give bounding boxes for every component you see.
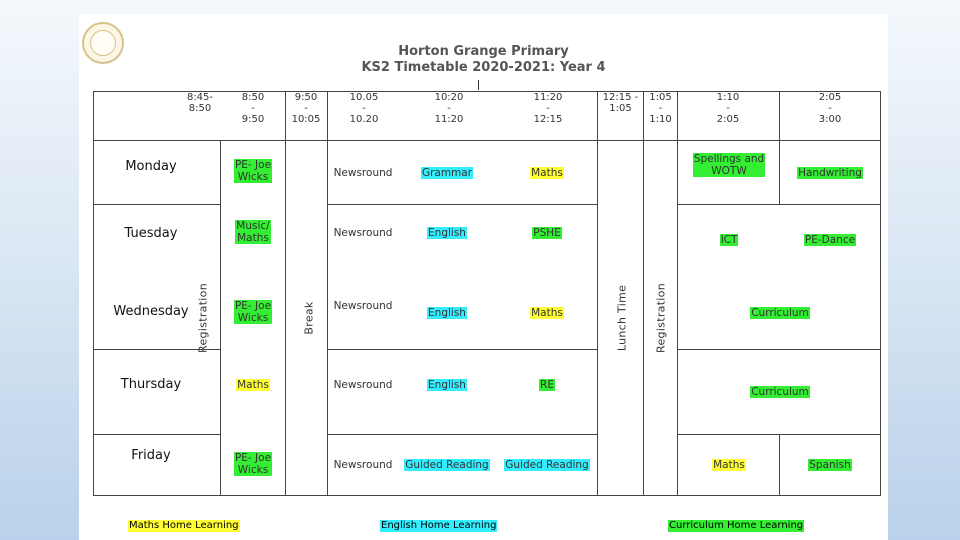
lesson-monday-pm2: Handwriting [797, 167, 863, 179]
lesson-friday-session2: Guided Reading [404, 459, 490, 471]
lesson-thursday-pm: Curriculum [750, 386, 810, 398]
lesson-tuesday-session2: English [427, 227, 467, 239]
time-slot-7: 12:15 - 1:05 [602, 92, 639, 114]
lesson-wednesday-pm: Curriculum [750, 307, 810, 319]
lesson-tuesday-session1: Music/ Maths [235, 220, 271, 244]
lesson-thursday-session1: Maths [236, 379, 270, 391]
lesson-tuesday-pm2: PE-Dance [803, 234, 857, 246]
legend-maths-home-learning: Maths Home Learning [128, 520, 240, 532]
day-monday: Monday [125, 159, 177, 174]
day-wednesday: Wednesday [113, 304, 189, 319]
time-slot-2: 8:50 - 9:50 [241, 92, 265, 125]
lesson-wednesday-newsround: Newsround [333, 300, 393, 312]
lesson-thursday-newsround: Newsround [333, 379, 393, 391]
time-slot-1: 8:45- 8:50 [186, 92, 214, 114]
legend-english-home-learning: English Home Learning [380, 520, 498, 532]
time-slot-4: 10.05 - 10.20 [349, 92, 379, 125]
timetable-slide: Horton Grange Primary KS2 Timetable 2020… [79, 14, 888, 540]
school-logo [82, 22, 124, 64]
title-tick-mark [478, 80, 479, 90]
lesson-friday-pm2: Spanish [808, 459, 852, 471]
lesson-wednesday-session3: Maths [530, 307, 564, 319]
day-friday: Friday [131, 448, 171, 463]
lesson-monday-session2: Grammar [420, 167, 474, 179]
lesson-monday-session1: PE- Joe Wicks [233, 159, 273, 183]
registration-am-label: Registration [196, 283, 210, 353]
timetable-subtitle: KS2 Timetable 2020-2021: Year 4 [361, 60, 606, 75]
lesson-friday-newsround: Newsround [333, 459, 393, 471]
registration-pm-label: Registration [654, 283, 668, 353]
time-slot-9: 1:10 - 2:05 [716, 92, 740, 125]
lesson-thursday-session2: English [427, 379, 467, 391]
lesson-monday-session3: Maths [530, 167, 564, 179]
lesson-wednesday-session1: PE- Joe Wicks [233, 300, 273, 324]
lesson-monday-newsround: Newsround [333, 167, 393, 179]
legend-curriculum-home-learning: Curriculum Home Learning [668, 520, 805, 532]
day-thursday: Thursday [120, 377, 182, 392]
lesson-tuesday-pm1: ICT [719, 234, 739, 246]
timetable-grid [93, 91, 881, 496]
lesson-wednesday-session2: English [427, 307, 467, 319]
body-column-lines [220, 140, 780, 496]
time-slot-10: 2:05 - 3:00 [818, 92, 842, 125]
break-label: Break [302, 301, 316, 335]
time-slot-3: 9:50 - 10:05 [291, 92, 321, 125]
lunch-time-label: Lunch Time [615, 284, 629, 352]
lesson-tuesday-session3: PSHE [532, 227, 562, 239]
time-slot-5: 10:20 - 11:20 [434, 92, 464, 125]
time-slot-8: 1:05 - 1:10 [649, 92, 672, 125]
lesson-friday-pm1: Maths [712, 459, 746, 471]
lesson-tuesday-newsround: Newsround [333, 227, 393, 239]
lesson-friday-session1: PE- Joe Wicks [233, 452, 273, 476]
lesson-friday-session3: Guided Reading [504, 459, 590, 471]
time-slot-6: 11:20 - 12:15 [533, 92, 563, 125]
grid-border [93, 91, 881, 496]
lesson-monday-pm1: Spellings and WOTW [692, 153, 766, 177]
header-column-lines [285, 91, 780, 140]
day-tuesday: Tuesday [124, 226, 178, 241]
school-name: Horton Grange Primary [398, 44, 569, 59]
lesson-thursday-session3: RE [539, 379, 555, 391]
